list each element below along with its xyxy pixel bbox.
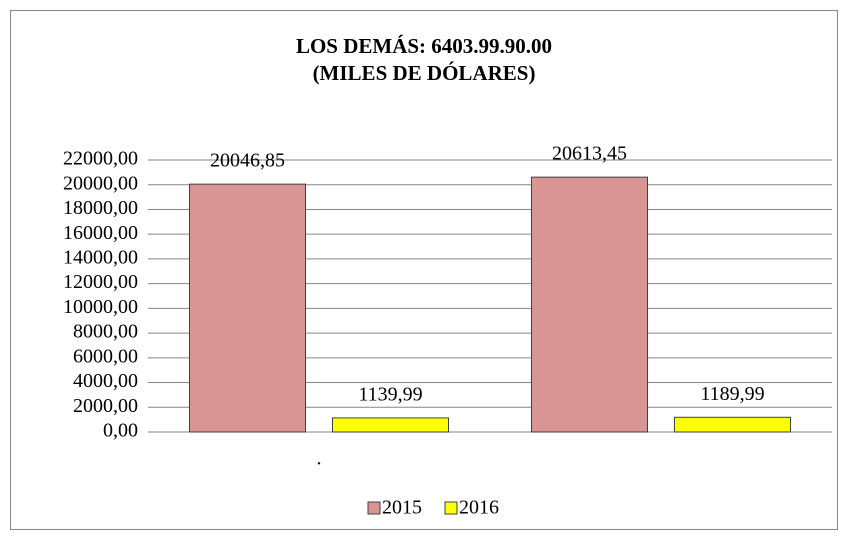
value-label: 1139,99 (358, 383, 422, 405)
y-tick-label: 20000,00 (63, 172, 138, 194)
y-tick-label: 18000,00 (63, 197, 138, 219)
legend-swatch (367, 501, 381, 515)
bar (189, 183, 306, 433)
legend-swatch (444, 501, 458, 515)
y-tick-label: 22000,00 (63, 148, 138, 170)
legend-label: 2016 (459, 497, 499, 519)
y-tick-label: 14000,00 (63, 247, 138, 269)
value-label: 20046,85 (210, 150, 285, 172)
value-label: 20613,45 (552, 143, 627, 165)
value-label: 1189,99 (700, 383, 764, 405)
y-tick-label: 0,00 (103, 420, 138, 442)
y-tick-label: 2000,00 (73, 395, 138, 417)
chart-subtitle: (MILES DE DÓLARES) (313, 61, 536, 85)
y-tick-label: 16000,00 (63, 222, 138, 244)
bar (531, 176, 648, 433)
y-tick-label: 4000,00 (73, 370, 138, 392)
y-tick-label: 6000,00 (73, 345, 138, 367)
legend-label: 2015 (382, 497, 422, 519)
bar (674, 416, 791, 433)
chart-title: LOS DEMÁS: 6403.99.90.00 (296, 34, 552, 58)
bar (332, 417, 449, 433)
y-tick-label: 8000,00 (73, 321, 138, 343)
y-tick-label: 10000,00 (63, 296, 138, 318)
chart-border (10, 10, 838, 530)
y-tick-label: 12000,00 (63, 271, 138, 293)
x-tick-label: . (317, 448, 322, 470)
